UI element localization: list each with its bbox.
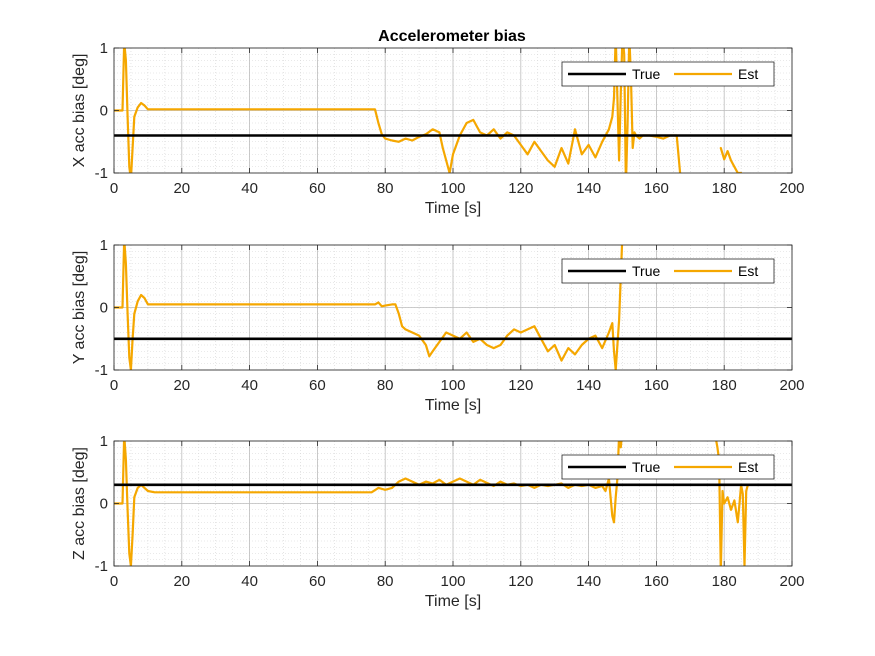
- x-tick-label: 40: [241, 180, 258, 197]
- x-tick-label: 80: [377, 377, 394, 394]
- legend-label-true: True: [632, 459, 660, 475]
- x-tick-label: 160: [644, 180, 669, 197]
- legend-label-est: Est: [738, 66, 758, 82]
- legend-label-true: True: [632, 66, 660, 82]
- x-tick-label: 80: [377, 180, 394, 197]
- y-tick-label: 0: [100, 300, 108, 317]
- y-tick-label: 0: [100, 103, 108, 120]
- x-tick-label: 160: [644, 573, 669, 590]
- legend: True Est: [561, 454, 775, 480]
- figure-title: Accelerometer bias: [378, 28, 526, 45]
- x-tick-label: 100: [440, 377, 465, 394]
- y-tick-label: -1: [95, 362, 108, 379]
- x-tick-label: 200: [779, 573, 804, 590]
- x-tick-label: 40: [241, 377, 258, 394]
- y-axis-label: Z acc bias [deg]: [71, 447, 88, 560]
- x-tick-label: 200: [779, 377, 804, 394]
- y-tick-label: 1: [100, 40, 108, 57]
- y-tick-label: 1: [100, 237, 108, 254]
- x-tick-label: 60: [309, 180, 326, 197]
- series-line-est: [114, 48, 743, 173]
- y-tick-label: -1: [95, 558, 108, 575]
- x-tick-label: 20: [173, 573, 190, 590]
- x-axis-label: Time [s]: [425, 200, 481, 217]
- x-tick-label: 0: [110, 180, 118, 197]
- legend-label-est: Est: [738, 459, 758, 475]
- x-tick-label: 120: [508, 377, 533, 394]
- legend: True Est: [561, 258, 775, 284]
- x-axis-label: Time [s]: [425, 593, 481, 610]
- x-tick-label: 80: [377, 573, 394, 590]
- x-tick-label: 180: [712, 377, 737, 394]
- y-tick-label: 1: [100, 433, 108, 450]
- x-tick-label: 20: [173, 180, 190, 197]
- x-tick-label: 180: [712, 180, 737, 197]
- x-tick-label: 120: [508, 180, 533, 197]
- x-tick-label: 140: [576, 180, 601, 197]
- x-tick-label: 60: [309, 573, 326, 590]
- x-axis-label: Time [s]: [425, 397, 481, 414]
- series-line-est: [114, 245, 624, 370]
- x-tick-label: 200: [779, 180, 804, 197]
- x-tick-label: 100: [440, 573, 465, 590]
- x-tick-label: 20: [173, 377, 190, 394]
- legend: True Est: [561, 61, 775, 87]
- x-tick-label: 140: [576, 573, 601, 590]
- legend-label-est: Est: [738, 263, 758, 279]
- x-tick-label: 100: [440, 180, 465, 197]
- y-axis-label: Y acc bias [deg]: [71, 251, 88, 365]
- x-tick-label: 0: [110, 377, 118, 394]
- x-tick-label: 120: [508, 573, 533, 590]
- legend-label-true: True: [632, 263, 660, 279]
- x-tick-label: 60: [309, 377, 326, 394]
- x-tick-label: 160: [644, 377, 669, 394]
- y-tick-label: 0: [100, 496, 108, 513]
- y-tick-label: -1: [95, 165, 108, 182]
- x-tick-label: 0: [110, 573, 118, 590]
- x-tick-label: 140: [576, 377, 601, 394]
- x-tick-label: 40: [241, 573, 258, 590]
- x-tick-label: 180: [712, 573, 737, 590]
- y-axis-label: X acc bias [deg]: [71, 54, 88, 168]
